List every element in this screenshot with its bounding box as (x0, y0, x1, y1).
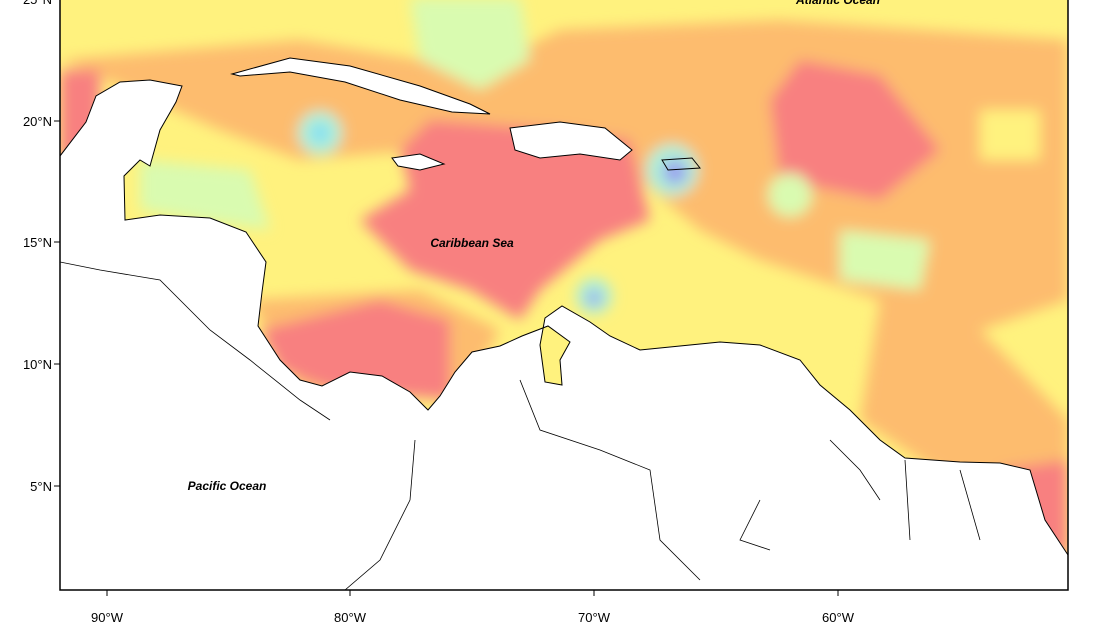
x-tick-label: 70°W (578, 610, 611, 625)
data-field (60, 0, 1068, 555)
y-tick-label: 20°N (23, 114, 52, 129)
border (60, 261, 981, 590)
x-tick-label: 80°W (334, 610, 367, 625)
jamaica (391, 153, 446, 171)
frame (59, 0, 1069, 591)
x-tick-label: 60°W (822, 610, 855, 625)
place-label: Caribbean Sea (430, 236, 514, 250)
puerto-rico (661, 157, 701, 171)
cuba (230, 57, 491, 115)
x-tick-label: 90°W (91, 610, 124, 625)
place-label: Pacific Ocean (188, 479, 267, 493)
place-label: Atlantic Ocean (795, 0, 880, 7)
y-tick-label: 15°N (23, 235, 52, 250)
y-tick-label: 5°N (30, 479, 52, 494)
y-tick-label: 25°N (23, 0, 52, 7)
map-area (60, 0, 1068, 590)
hispaniola (509, 121, 633, 161)
y-tick-label: 10°N (23, 357, 52, 372)
